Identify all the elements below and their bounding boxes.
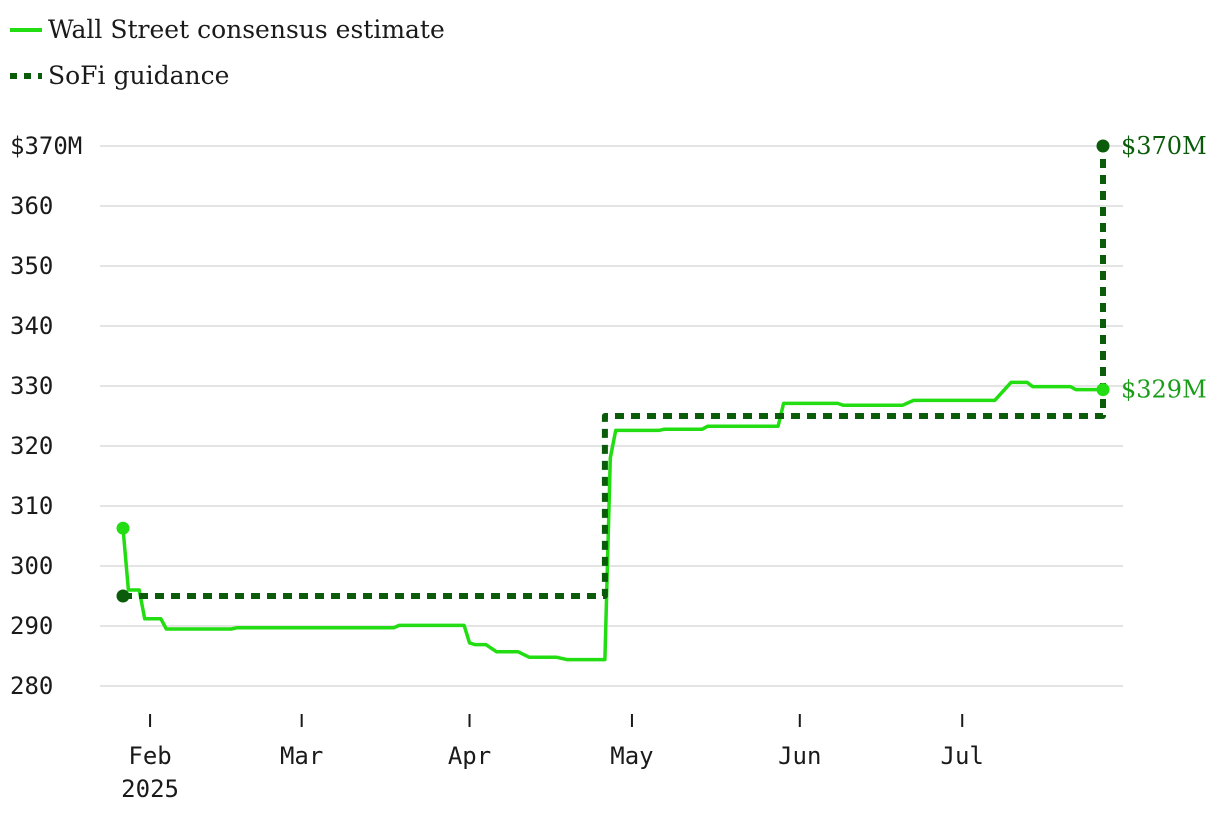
start-point-guidance: [116, 589, 130, 603]
x-tick-sublabel: 2025: [121, 775, 179, 803]
x-tick-label: Feb: [128, 742, 171, 770]
y-tick-label: 320: [10, 432, 53, 460]
end-labels-layer: $329M $370M: [1121, 132, 1207, 404]
end-label-consensus: $329M: [1121, 376, 1207, 404]
x-tick-label: Apr: [448, 742, 491, 770]
y-tick-label: 330: [10, 372, 53, 400]
end-point-guidance: [1096, 139, 1110, 153]
y-tick-label: 350: [10, 252, 53, 280]
y-tick-label: $370M: [10, 132, 82, 160]
x-axis: Feb 2025 Mar Apr May Jun Jul: [121, 714, 984, 803]
y-axis: 280 290 300 310 320 330 340 350 360 $370M: [10, 132, 82, 700]
series-layer: [116, 139, 1110, 662]
legend: Wall Street consensus estimate SoFi guida…: [10, 15, 445, 90]
x-tick-label: Jul: [941, 742, 984, 770]
legend-label-guidance: SoFi guidance: [48, 61, 229, 90]
y-tick-label: 290: [10, 612, 53, 640]
y-tick-label: 340: [10, 312, 53, 340]
x-tick-label: Mar: [280, 742, 323, 770]
start-point-consensus: [116, 521, 130, 535]
y-tick-label: 360: [10, 192, 53, 220]
y-tick-label: 310: [10, 492, 53, 520]
x-tick-label: May: [610, 742, 653, 770]
y-tick-label: 280: [10, 672, 53, 700]
x-tick-label: Jun: [778, 742, 821, 770]
end-label-guidance: $370M: [1121, 132, 1207, 160]
y-tick-label: 300: [10, 552, 53, 580]
series-line-consensus: [121, 380, 1103, 662]
legend-label-consensus: Wall Street consensus estimate: [48, 15, 445, 44]
series-line-guidance: [123, 146, 1106, 599]
end-point-consensus: [1096, 383, 1110, 397]
